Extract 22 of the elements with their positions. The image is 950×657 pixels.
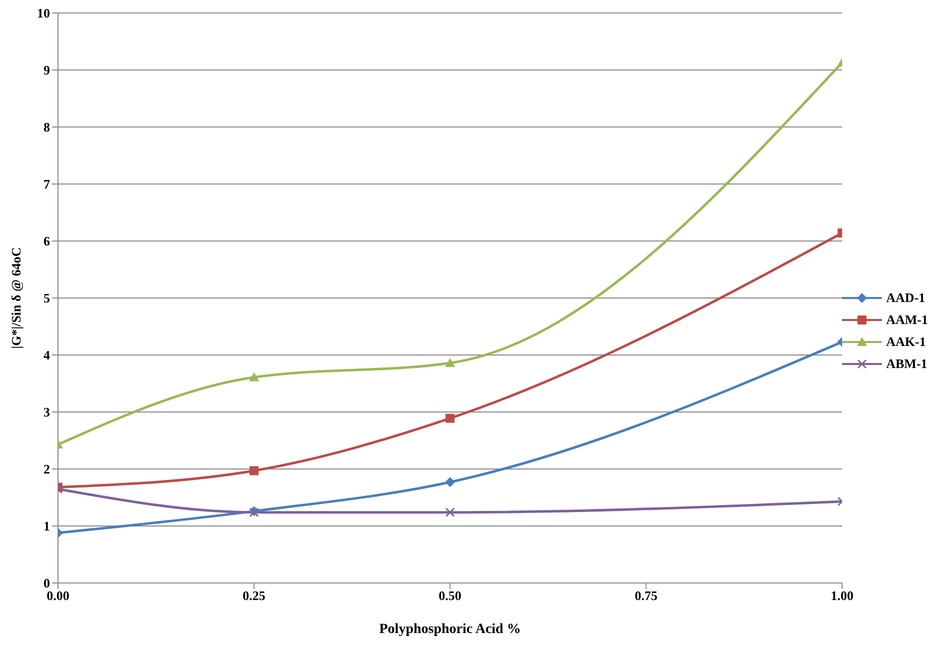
y-tick-label: 8 [44,120,50,135]
y-tick-label: 0 [44,576,50,591]
y-tick-label: 5 [44,290,50,306]
legend-label: AAM-1 [886,312,928,328]
y-tick-label: 10 [37,6,50,21]
x-tick-label: 0.75 [634,588,658,604]
y-tick-label: 4 [44,348,50,363]
y-axis-title: |G*|/Sin δ @ 64oC [8,247,24,349]
y-tick-label: 6 [44,234,50,249]
legend-label: AAD-1 [886,290,926,306]
y-tick-label: 2 [44,462,50,477]
legend-label: AAK-1 [886,334,926,350]
x-tick-label: 0.50 [438,588,462,604]
x-tick-label: 0.25 [242,588,266,604]
y-tick-label: 1 [44,518,50,534]
y-tick-label: 9 [44,62,50,78]
y-tick-label: 7 [44,176,50,192]
legend-label: ABM-1 [886,356,928,372]
x-axis-title: Polyphosphoric Acid % [379,622,521,637]
x-tick-label: 1.00 [830,588,854,604]
x-tick-label: 0.00 [46,588,70,604]
y-tick-label: 3 [44,404,50,420]
